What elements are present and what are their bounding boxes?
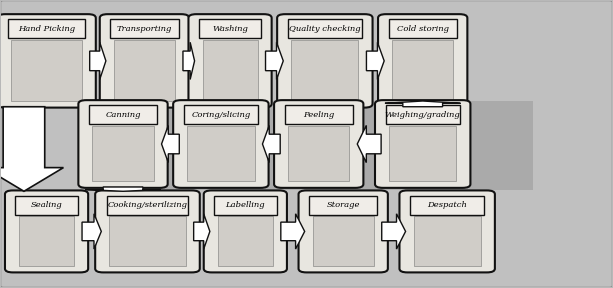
Text: Washing: Washing bbox=[212, 25, 248, 33]
FancyBboxPatch shape bbox=[378, 14, 467, 108]
FancyBboxPatch shape bbox=[5, 190, 88, 272]
Text: Storage: Storage bbox=[327, 201, 360, 209]
FancyBboxPatch shape bbox=[202, 40, 257, 101]
Polygon shape bbox=[265, 42, 283, 79]
Polygon shape bbox=[162, 125, 179, 163]
FancyBboxPatch shape bbox=[184, 105, 257, 124]
Text: Canning: Canning bbox=[105, 111, 141, 119]
Polygon shape bbox=[82, 214, 101, 249]
FancyBboxPatch shape bbox=[89, 105, 157, 124]
FancyBboxPatch shape bbox=[15, 196, 78, 215]
FancyBboxPatch shape bbox=[392, 40, 453, 101]
FancyBboxPatch shape bbox=[93, 126, 154, 181]
FancyBboxPatch shape bbox=[188, 14, 272, 108]
Polygon shape bbox=[385, 101, 460, 107]
FancyBboxPatch shape bbox=[218, 216, 273, 266]
FancyBboxPatch shape bbox=[78, 100, 168, 188]
FancyBboxPatch shape bbox=[410, 196, 484, 215]
Polygon shape bbox=[367, 42, 384, 79]
Polygon shape bbox=[183, 42, 194, 79]
FancyBboxPatch shape bbox=[288, 126, 349, 181]
Text: Sealing: Sealing bbox=[31, 201, 63, 209]
FancyBboxPatch shape bbox=[386, 105, 460, 124]
Bar bbox=[80, 101, 533, 190]
Text: Coring/slicing: Coring/slicing bbox=[191, 111, 251, 119]
FancyBboxPatch shape bbox=[9, 19, 85, 38]
FancyBboxPatch shape bbox=[299, 190, 388, 272]
FancyBboxPatch shape bbox=[389, 19, 457, 38]
FancyBboxPatch shape bbox=[110, 19, 178, 38]
FancyBboxPatch shape bbox=[389, 126, 456, 181]
FancyBboxPatch shape bbox=[214, 196, 277, 215]
FancyBboxPatch shape bbox=[0, 14, 96, 108]
Polygon shape bbox=[194, 214, 210, 249]
FancyBboxPatch shape bbox=[313, 216, 374, 266]
FancyBboxPatch shape bbox=[95, 190, 200, 272]
FancyBboxPatch shape bbox=[100, 14, 189, 108]
FancyBboxPatch shape bbox=[414, 216, 481, 266]
FancyBboxPatch shape bbox=[187, 126, 254, 181]
Text: Cold storing: Cold storing bbox=[397, 25, 449, 33]
FancyBboxPatch shape bbox=[109, 216, 186, 266]
FancyBboxPatch shape bbox=[309, 196, 378, 215]
FancyBboxPatch shape bbox=[291, 40, 359, 101]
Polygon shape bbox=[382, 214, 406, 249]
Text: Peeling: Peeling bbox=[303, 111, 334, 119]
FancyBboxPatch shape bbox=[173, 100, 268, 188]
Polygon shape bbox=[89, 42, 106, 79]
FancyBboxPatch shape bbox=[284, 105, 353, 124]
Text: Quality checking: Quality checking bbox=[289, 25, 360, 33]
FancyBboxPatch shape bbox=[107, 196, 188, 215]
FancyBboxPatch shape bbox=[19, 216, 74, 266]
FancyBboxPatch shape bbox=[288, 19, 362, 38]
Polygon shape bbox=[262, 125, 280, 163]
FancyBboxPatch shape bbox=[400, 190, 495, 272]
FancyBboxPatch shape bbox=[204, 190, 287, 272]
Polygon shape bbox=[281, 214, 305, 249]
Polygon shape bbox=[85, 187, 161, 191]
Text: Transporting: Transporting bbox=[116, 25, 172, 33]
Text: Despatch: Despatch bbox=[427, 201, 467, 209]
FancyBboxPatch shape bbox=[199, 19, 262, 38]
Text: Weighing/grading: Weighing/grading bbox=[385, 111, 460, 119]
FancyBboxPatch shape bbox=[277, 14, 373, 108]
FancyBboxPatch shape bbox=[375, 100, 470, 188]
Polygon shape bbox=[357, 125, 381, 163]
FancyBboxPatch shape bbox=[274, 100, 364, 188]
Text: Labelling: Labelling bbox=[226, 201, 265, 209]
Polygon shape bbox=[0, 107, 64, 191]
FancyBboxPatch shape bbox=[114, 40, 175, 101]
Text: Cooking/sterilizing: Cooking/sterilizing bbox=[107, 201, 188, 209]
Text: Hand Picking: Hand Picking bbox=[18, 25, 75, 33]
FancyBboxPatch shape bbox=[12, 40, 82, 101]
